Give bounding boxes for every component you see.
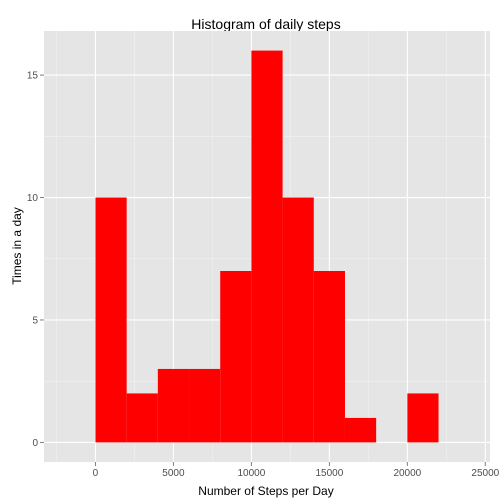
x-tick-label: 10000	[237, 468, 265, 479]
y-tick-label: 5	[32, 315, 38, 326]
x-tick-label: 5000	[162, 468, 185, 479]
y-axis-title: Times in a day	[10, 207, 24, 285]
x-axis-title: Number of Steps per Day	[198, 484, 333, 498]
x-tick-label: 0	[93, 468, 99, 479]
x-tick-label: 25000	[471, 468, 499, 479]
histogram-bar-1	[126, 393, 158, 443]
x-axis-ticks: 0 5000 10000 15000 20000 25000	[93, 462, 500, 479]
histogram-bar-5	[251, 50, 283, 443]
histogram-bar-2	[157, 368, 190, 443]
y-tick-label: 0	[32, 438, 38, 449]
histogram-bar-4	[220, 270, 252, 443]
x-tick-label: 20000	[393, 468, 421, 479]
histogram-bar-3	[189, 368, 221, 443]
x-tick-label: 15000	[315, 468, 343, 479]
histogram-bars	[95, 50, 439, 443]
chart-title: Histogram of daily steps	[191, 16, 340, 32]
histogram-bar-8	[344, 417, 377, 443]
histogram-bar-6	[282, 197, 314, 443]
y-axis-ticks: 0 5 10 15	[27, 71, 44, 449]
histogram-bar-7	[313, 270, 345, 443]
histogram-bar-10	[407, 393, 439, 443]
histogram-bar-0	[95, 197, 127, 443]
y-tick-label: 10	[27, 193, 39, 204]
y-tick-label: 15	[27, 71, 39, 82]
